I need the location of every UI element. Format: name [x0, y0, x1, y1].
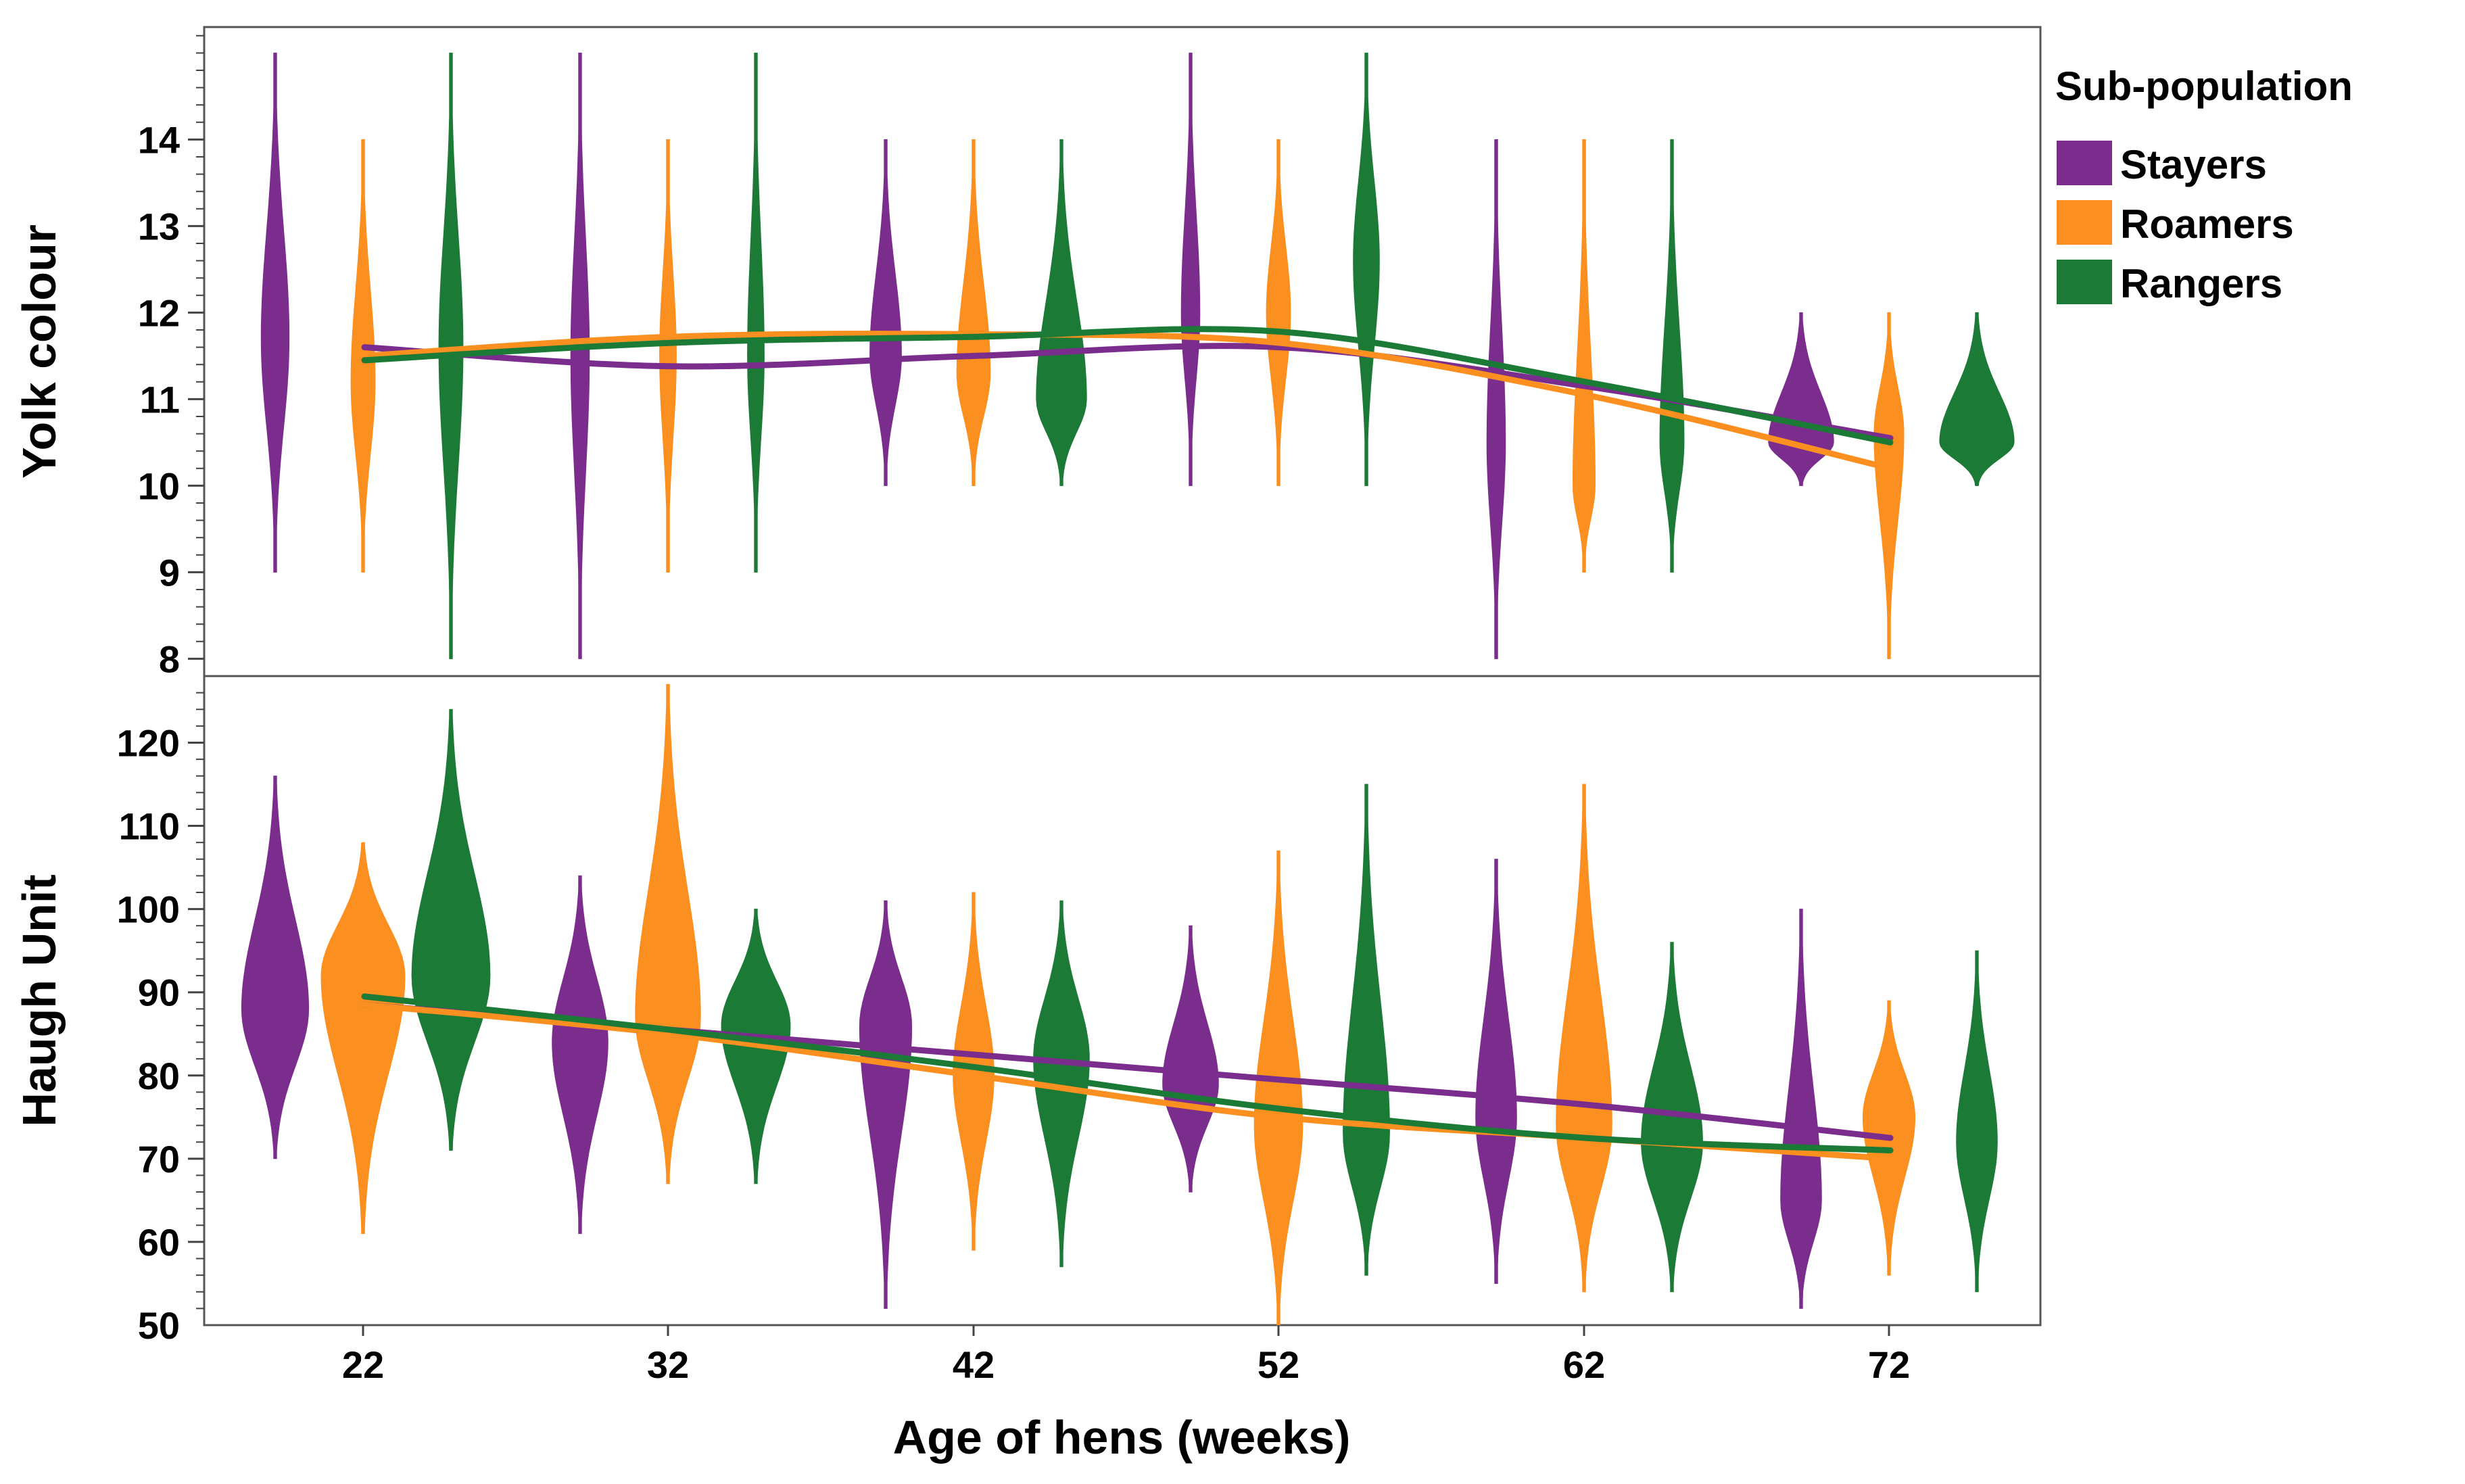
- violin-rangers-62: [1659, 139, 1685, 573]
- violin-rangers-42: [1033, 900, 1090, 1268]
- violin-stayers-52: [1180, 52, 1201, 486]
- trend-line-rangers: [361, 993, 1894, 1154]
- violin-stayers-22: [260, 52, 290, 573]
- y-axis-title: Yolk colour: [13, 224, 66, 479]
- y-tick-label: 8: [159, 638, 180, 680]
- y-tick-label: 120: [117, 721, 180, 764]
- y-tick-label: 110: [119, 805, 180, 848]
- y-tick-label: 11: [140, 378, 180, 421]
- violin-stayers-72: [1780, 909, 1822, 1309]
- y-tick-label: 90: [138, 972, 180, 1014]
- violin-rangers-42: [1036, 139, 1087, 486]
- panels: 8 9 10 11 12 13 14 Yolk colour 50 60 70 80 90 100 110 1…: [13, 26, 2042, 1347]
- violin-stayers-62: [1475, 859, 1517, 1284]
- legend-swatch-stayers: [2057, 141, 2112, 185]
- x-axis-title: Age of hens (weeks): [893, 1411, 1351, 1464]
- violin-roamers-72: [1873, 312, 1905, 659]
- series-roamers: [350, 139, 1905, 659]
- violin-rangers-32: [747, 52, 765, 573]
- violin-rangers-62: [1641, 942, 1703, 1293]
- x-tick-label: 42: [953, 1343, 995, 1386]
- violin-roamers-32: [635, 684, 701, 1184]
- y-tick-label: 70: [138, 1138, 180, 1180]
- violin-stayers-72: [1768, 312, 1834, 486]
- legend-title: Sub-population: [2055, 64, 2353, 109]
- series-stayers: [241, 775, 1822, 1309]
- y-tick-label: 10: [138, 464, 180, 507]
- legend-label-stayers: Stayers: [2120, 142, 2267, 187]
- x-tick-label: 32: [647, 1343, 689, 1386]
- trend-line-rangers: [361, 326, 1894, 446]
- y-tick-label: 12: [138, 291, 180, 334]
- trend-line-roamers: [361, 331, 1894, 472]
- violin-rangers-52: [1343, 784, 1390, 1276]
- violin-roamers-62: [1556, 784, 1612, 1293]
- violin-roamers-22: [320, 842, 406, 1235]
- panel-1: 8 9 10 11 12 13 14 Yolk colour: [13, 26, 2042, 680]
- violin-rangers-72: [1956, 950, 1998, 1293]
- violin-stayers-52: [1162, 925, 1219, 1193]
- x-tick-label: 72: [1868, 1343, 1910, 1386]
- legend-label-rangers: Rangers: [2120, 261, 2282, 306]
- legend-label-roamers: Roamers: [2120, 201, 2294, 247]
- y-tick-label: 100: [117, 888, 180, 931]
- y-tick-label: 50: [138, 1304, 180, 1347]
- x-axis: 22 32 42 52 62 72: [342, 1325, 1910, 1386]
- violin-roamers-42: [953, 892, 995, 1251]
- violin-rangers-72: [1939, 312, 2015, 486]
- y-tick-label: 80: [138, 1055, 180, 1097]
- violin-rangers-52: [1353, 52, 1380, 486]
- legend-swatch-rangers: [2057, 260, 2112, 304]
- x-tick-label: 22: [342, 1343, 384, 1386]
- violin-stayers-32: [552, 875, 608, 1235]
- violin-roamers-42: [956, 139, 991, 486]
- panel-2: 50 60 70 80 90 100 110 120 Haugh Unit: [13, 675, 2042, 1347]
- plot-frame: [203, 675, 2042, 1326]
- violin-stayers-22: [241, 775, 310, 1159]
- y-tick-label: 14: [138, 118, 180, 161]
- violin-stayers-42: [869, 139, 902, 486]
- y-tick-label: 60: [138, 1221, 180, 1264]
- series-roamers: [320, 684, 1915, 1326]
- violin-rangers-22: [411, 709, 491, 1151]
- y-tick-label: 13: [138, 205, 180, 247]
- legend: Sub-population Stayers Roamers Rangers: [2055, 64, 2353, 306]
- violin-roamers-52: [1266, 139, 1291, 486]
- x-tick-label: 52: [1258, 1343, 1299, 1386]
- violin-roamers-52: [1253, 851, 1303, 1326]
- x-tick-label: 62: [1563, 1343, 1605, 1386]
- violin-roamers-32: [659, 139, 677, 573]
- y-tick-label: 9: [159, 551, 180, 594]
- y-axis-title: Haugh Unit: [13, 874, 66, 1126]
- legend-swatch-roamers: [2057, 200, 2112, 245]
- violin-stayers-42: [859, 900, 913, 1309]
- violin-roamers-62: [1573, 139, 1596, 573]
- violin-stayers-62: [1486, 139, 1506, 659]
- violin-stayers-32: [570, 52, 590, 659]
